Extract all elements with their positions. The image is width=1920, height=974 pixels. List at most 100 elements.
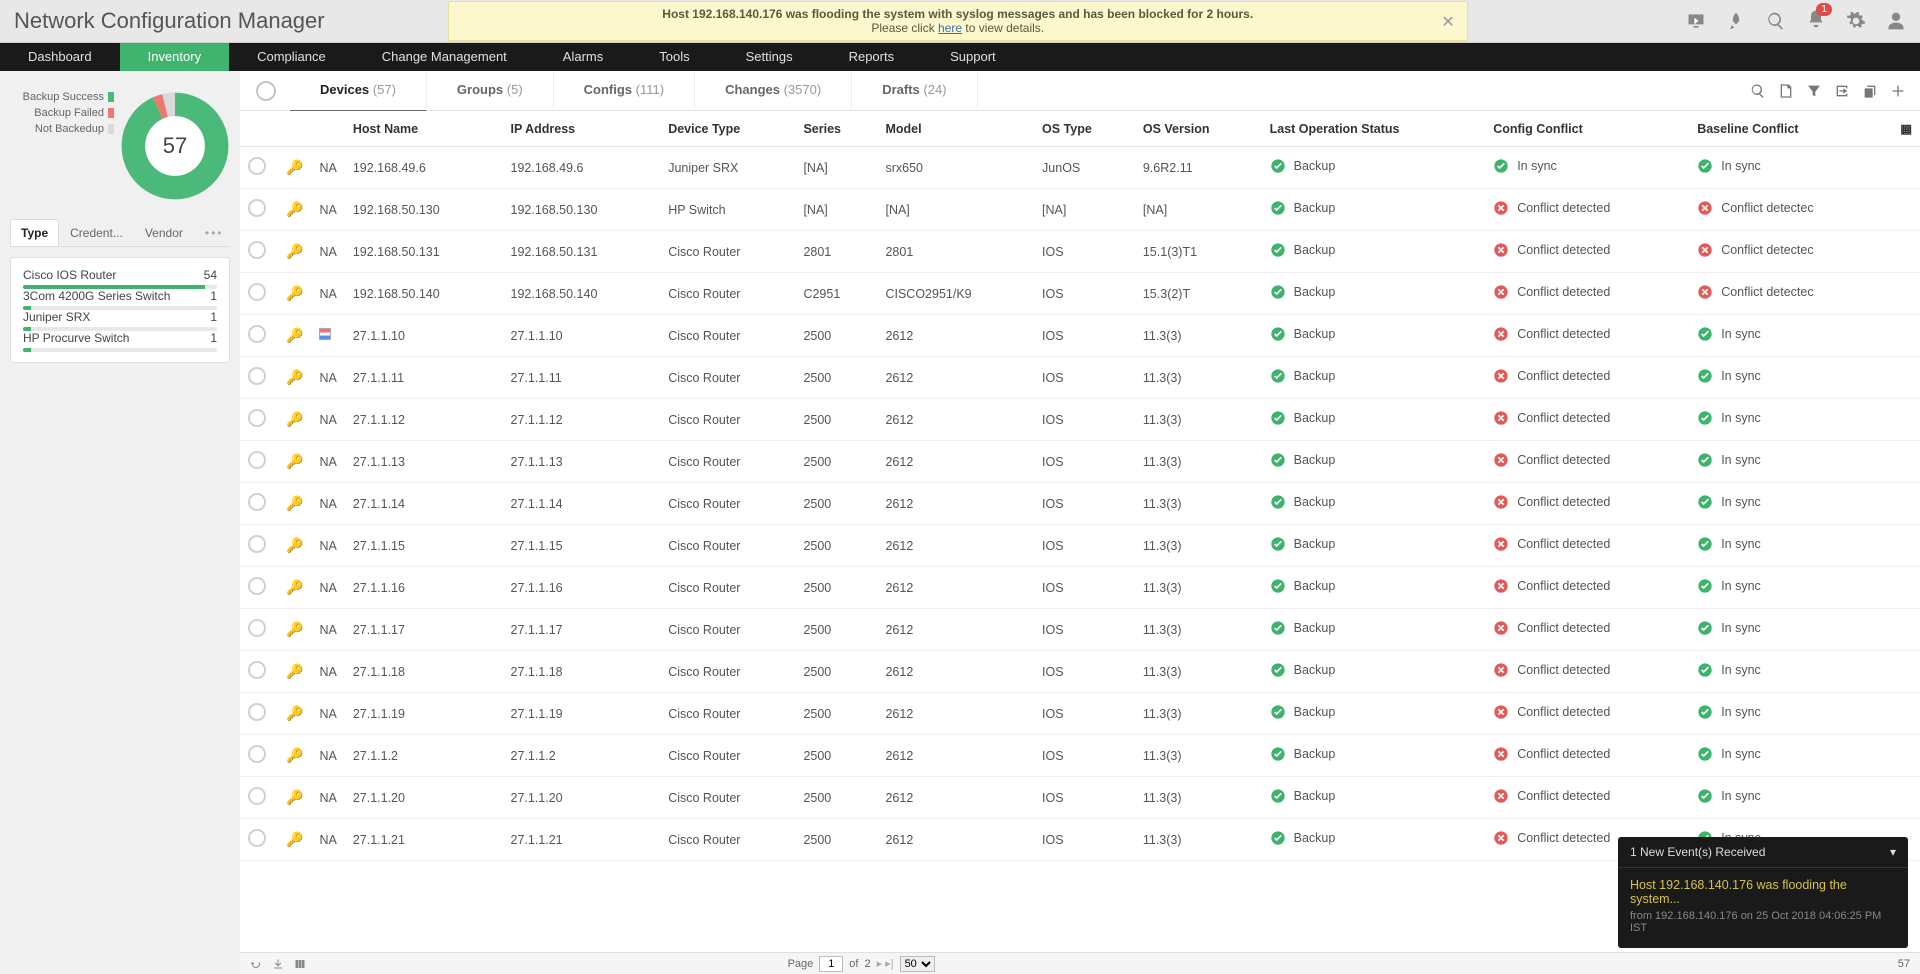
row-checkbox[interactable] [248, 493, 266, 511]
table-row[interactable]: 🔑NA27.1.1.1927.1.1.19Cisco Router2500261… [240, 693, 1920, 735]
key-icon[interactable]: 🔑 [286, 537, 303, 553]
key-icon[interactable]: 🔑 [286, 411, 303, 427]
side-tab-credent[interactable]: Credent... [59, 219, 134, 246]
key-icon[interactable]: 🔑 [286, 201, 303, 217]
table-row[interactable]: 🔑NA27.1.1.1527.1.1.15Cisco Router2500261… [240, 525, 1920, 567]
close-icon[interactable]: ✕ [1441, 12, 1454, 32]
nav-tools[interactable]: Tools [631, 43, 717, 71]
key-icon[interactable]: 🔑 [286, 285, 303, 301]
col-header[interactable]: Series [795, 111, 877, 147]
bell-wrap[interactable]: 1 [1806, 9, 1826, 34]
table-row[interactable]: 🔑NA27.1.1.1627.1.1.16Cisco Router2500261… [240, 567, 1920, 609]
gear-icon[interactable] [1846, 11, 1866, 31]
nav-compliance[interactable]: Compliance [229, 43, 354, 71]
row-checkbox[interactable] [248, 451, 266, 469]
row-checkbox[interactable] [248, 535, 266, 553]
table-row[interactable]: 🔑NA27.1.1.1327.1.1.13Cisco Router2500261… [240, 441, 1920, 483]
col-header[interactable]: OS Version [1135, 111, 1262, 147]
export-icon[interactable] [1834, 83, 1850, 99]
table-row[interactable]: 🔑NA192.168.50.140192.168.50.140Cisco Rou… [240, 273, 1920, 315]
col-header[interactable]: Model [877, 111, 1034, 147]
row-checkbox[interactable] [248, 577, 266, 595]
type-row[interactable]: HP Procurve Switch1 [23, 331, 217, 352]
filter-icon[interactable] [1806, 83, 1822, 99]
table-row[interactable]: 🔑NA27.1.1.2027.1.1.20Cisco Router2500261… [240, 777, 1920, 819]
select-all-checkbox[interactable] [256, 81, 276, 101]
screen-icon[interactable] [1686, 11, 1706, 31]
toast-chevron-icon[interactable]: ▾ [1890, 845, 1896, 859]
row-checkbox[interactable] [248, 661, 266, 679]
tab-drafts[interactable]: Drafts (24) [852, 71, 977, 112]
key-icon[interactable]: 🔑 [286, 369, 303, 385]
side-tab-vendor[interactable]: Vendor [134, 219, 194, 246]
table-row[interactable]: 🔑NA192.168.50.131192.168.50.131Cisco Rou… [240, 231, 1920, 273]
side-tab-more[interactable]: ••• [194, 219, 235, 246]
table-row[interactable]: 🔑NA27.1.1.1127.1.1.11Cisco Router2500261… [240, 357, 1920, 399]
row-checkbox[interactable] [248, 703, 266, 721]
row-checkbox[interactable] [248, 241, 266, 259]
key-icon[interactable]: 🔑 [286, 159, 303, 175]
key-icon[interactable]: 🔑 [286, 663, 303, 679]
table-row[interactable]: 🔑NA27.1.1.1827.1.1.18Cisco Router2500261… [240, 651, 1920, 693]
row-checkbox[interactable] [248, 409, 266, 427]
key-icon[interactable]: 🔑 [286, 705, 303, 721]
nav-settings[interactable]: Settings [718, 43, 821, 71]
row-checkbox[interactable] [248, 745, 266, 763]
key-icon[interactable]: 🔑 [286, 327, 303, 343]
col-header[interactable]: OS Type [1034, 111, 1135, 147]
row-checkbox[interactable] [248, 619, 266, 637]
col-header[interactable]: Baseline Conflict [1689, 111, 1892, 147]
tab-devices[interactable]: Devices (57) [290, 71, 427, 112]
tab-changes[interactable]: Changes (3570) [695, 71, 852, 112]
key-icon[interactable]: 🔑 [286, 243, 303, 259]
table-row[interactable]: 🔑NA192.168.50.130192.168.50.130HP Switch… [240, 189, 1920, 231]
key-icon[interactable]: 🔑 [286, 453, 303, 469]
table-row[interactable]: 🔑NA27.1.1.1227.1.1.12Cisco Router2500261… [240, 399, 1920, 441]
event-toast[interactable]: 1 New Event(s) Received ▾ Host 192.168.1… [1618, 837, 1908, 948]
copy-icon[interactable] [1862, 83, 1878, 99]
rocket-icon[interactable] [1726, 11, 1746, 31]
type-row[interactable]: 3Com 4200G Series Switch1 [23, 289, 217, 310]
row-checkbox[interactable] [248, 199, 266, 217]
row-checkbox[interactable] [248, 829, 266, 847]
col-header[interactable]: IP Address [503, 111, 661, 147]
col-header[interactable]: Last Operation Status [1262, 111, 1486, 147]
page-size-select[interactable]: 50 [900, 956, 935, 972]
row-checkbox[interactable] [248, 787, 266, 805]
nav-change-management[interactable]: Change Management [354, 43, 535, 71]
table-row[interactable]: 🔑27.1.1.1027.1.1.10Cisco Router25002612I… [240, 315, 1920, 357]
table-row[interactable]: 🔑NA27.1.1.227.1.1.2Cisco Router25002612I… [240, 735, 1920, 777]
side-tab-type[interactable]: Type [10, 219, 59, 246]
key-icon[interactable]: 🔑 [286, 621, 303, 637]
page-input[interactable] [819, 956, 843, 972]
pager-nav[interactable]: ▸ ▸| [877, 957, 894, 970]
col-header[interactable]: Config Conflict [1485, 111, 1689, 147]
type-row[interactable]: Cisco IOS Router54 [23, 268, 217, 289]
key-icon[interactable]: 🔑 [286, 579, 303, 595]
user-icon[interactable] [1886, 11, 1906, 31]
nav-inventory[interactable]: Inventory [120, 43, 229, 71]
refresh-icon[interactable] [250, 958, 262, 970]
nav-reports[interactable]: Reports [821, 43, 923, 71]
key-icon[interactable]: 🔑 [286, 495, 303, 511]
search-table-icon[interactable] [1750, 83, 1766, 99]
key-icon[interactable]: 🔑 [286, 789, 303, 805]
row-checkbox[interactable] [248, 325, 266, 343]
table-row[interactable]: 🔑NA27.1.1.1727.1.1.17Cisco Router2500261… [240, 609, 1920, 651]
nav-alarms[interactable]: Alarms [535, 43, 631, 71]
add-icon[interactable] [1890, 83, 1906, 99]
pdf-icon[interactable] [1778, 83, 1794, 99]
tab-configs[interactable]: Configs (111) [554, 71, 695, 112]
tab-groups[interactable]: Groups (5) [427, 71, 554, 112]
nav-dashboard[interactable]: Dashboard [0, 43, 120, 71]
col-header[interactable]: Host Name [345, 111, 503, 147]
alert-link[interactable]: here [938, 21, 962, 35]
row-checkbox[interactable] [248, 283, 266, 301]
table-wrap[interactable]: Host NameIP AddressDevice TypeSeriesMode… [240, 111, 1920, 952]
table-row[interactable]: 🔑NA27.1.1.1427.1.1.14Cisco Router2500261… [240, 483, 1920, 525]
row-checkbox[interactable] [248, 157, 266, 175]
type-row[interactable]: Juniper SRX1 [23, 310, 217, 331]
row-checkbox[interactable] [248, 367, 266, 385]
toast-header[interactable]: 1 New Event(s) Received ▾ [1618, 837, 1908, 868]
table-row[interactable]: 🔑NA192.168.49.6192.168.49.6Juniper SRX[N… [240, 147, 1920, 189]
